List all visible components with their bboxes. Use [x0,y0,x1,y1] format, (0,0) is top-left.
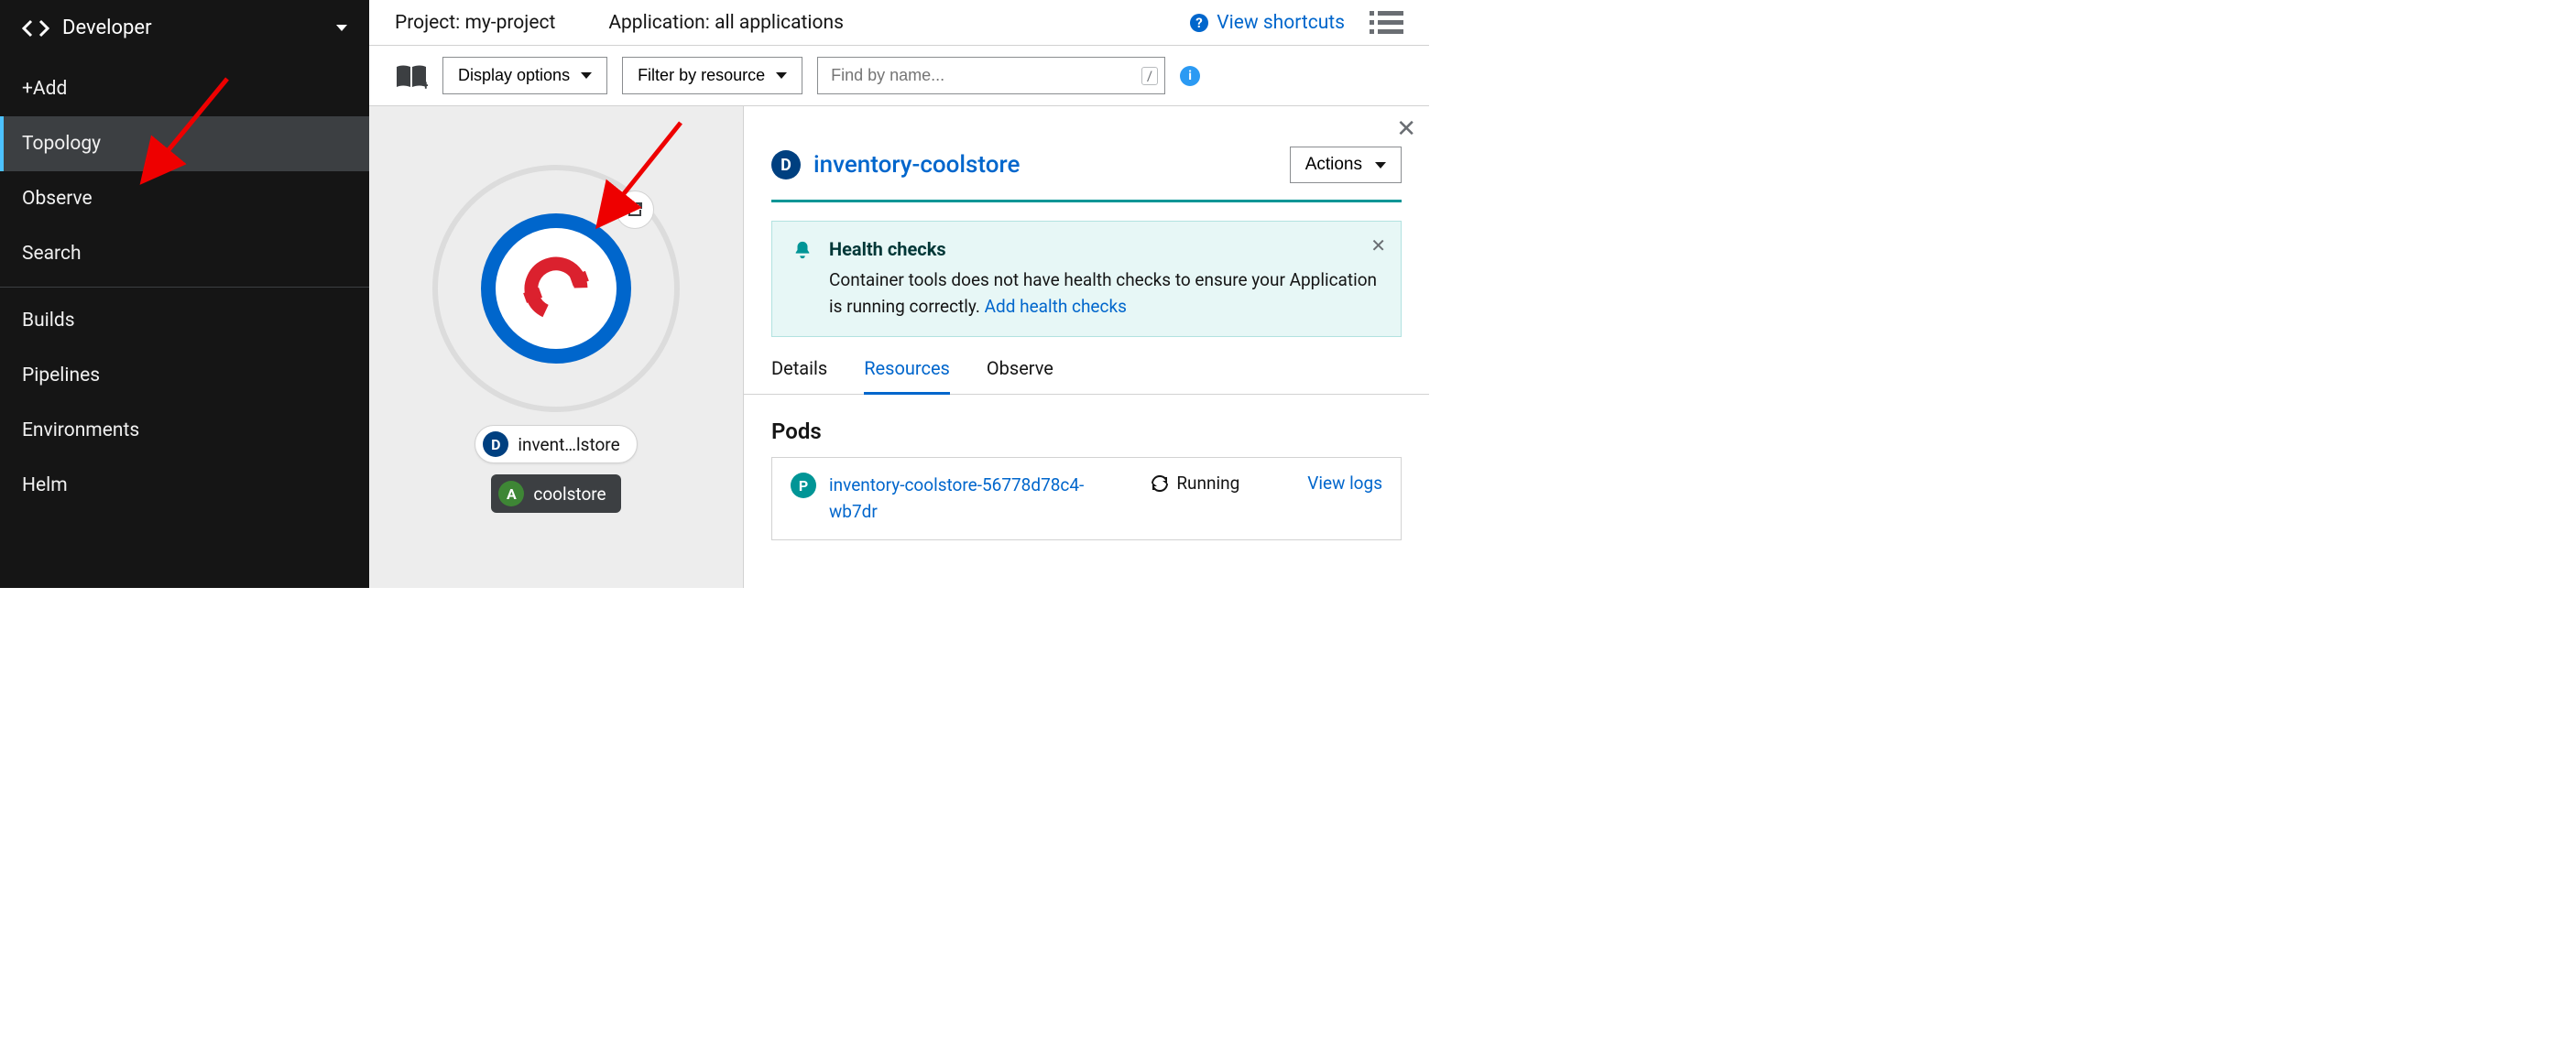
topology-toolbar: + Display options Filter by resource / i [369,46,1429,106]
health-check-alert: Health checks Container tools does not h… [771,221,1402,337]
alert-body: Container tools does not have health che… [829,267,1381,320]
deployment-pod-ring[interactable] [481,213,631,364]
filter-resource-dropdown[interactable]: Filter by resource [622,57,802,94]
topology-node: D invent…lstore A coolstore [432,165,680,513]
project-label: Project: my-project [395,12,555,34]
chevron-down-icon [853,19,864,26]
search-input[interactable] [817,57,1165,94]
display-options-label: Display options [458,66,570,85]
status-rule [771,200,1402,202]
resource-title-link[interactable]: inventory-coolstore [813,151,1277,179]
close-panel-button[interactable]: ✕ [1396,106,1429,143]
application-name: coolstore [533,484,606,505]
pod-row: P inventory-coolstore-56778d78c4-wb7dr R… [771,457,1402,540]
chevron-down-icon [1375,162,1386,169]
filter-label: Filter by resource [638,66,765,85]
deployment-badge: D [483,431,508,457]
sidebar-item-search[interactable]: Search [0,226,369,281]
sidebar-nav: +Add Topology Observe Search Builds Pipe… [0,56,369,513]
open-url-decorator[interactable] [616,190,654,229]
application-badge: A [498,481,524,506]
pod-status: Running [1151,473,1239,494]
application-selector[interactable]: Application: all applications [608,12,864,34]
view-logs-link[interactable]: View logs [1307,473,1382,494]
tab-details[interactable]: Details [771,357,827,394]
sidebar: Developer +Add Topology Observe Search B… [0,0,369,588]
sidebar-item-builds[interactable]: Builds [0,293,369,348]
bell-icon [792,240,813,320]
resource-badge: D [771,150,801,179]
sidebar-item-topology[interactable]: Topology [0,116,369,171]
chevron-down-icon [336,25,347,31]
tab-observe[interactable]: Observe [987,357,1053,394]
workspace: D invent…lstore A coolstore [369,106,1429,588]
sidebar-item-helm[interactable]: Helm [0,458,369,513]
alert-title: Health checks [829,238,1381,260]
panel-header: D inventory-coolstore Actions [744,143,1429,200]
chevron-down-icon [776,72,787,79]
shortcut-badge: / [1141,67,1158,85]
pod-status-text: Running [1176,473,1239,494]
deployment-label[interactable]: D invent…lstore [475,425,637,463]
list-view-toggle[interactable] [1378,11,1403,34]
add-health-checks-link[interactable]: Add health checks [985,296,1127,317]
actions-label: Actions [1305,155,1362,175]
sidebar-item-observe[interactable]: Observe [0,171,369,226]
project-selector[interactable]: Project: my-project [395,12,575,34]
chevron-down-icon [564,19,575,26]
nav-separator [0,287,369,288]
svg-text:+: + [422,79,428,89]
pods-heading: Pods [744,395,1429,457]
info-icon[interactable]: i [1180,66,1200,86]
side-panel: ✕ D inventory-coolstore Actions Health [743,106,1429,588]
find-by-name: / [817,57,1165,94]
perspective-label: Developer [62,16,323,39]
sync-icon [1151,474,1169,493]
tab-resources[interactable]: Resources [864,357,950,395]
sidebar-item-environments[interactable]: Environments [0,403,369,458]
developer-icon [22,18,49,38]
display-options-dropdown[interactable]: Display options [442,57,607,94]
sidebar-item-pipelines[interactable]: Pipelines [0,348,369,403]
panel-tabs: Details Resources Observe [744,337,1429,395]
deployment-name: invent…lstore [518,434,619,455]
alert-close-button[interactable]: ✕ [1370,234,1386,256]
help-icon: ? [1189,13,1209,33]
openshift-icon [518,251,594,326]
context-bar: Project: my-project Application: all app… [369,0,1429,46]
svg-text:?: ? [1196,15,1203,31]
alert-content: Health checks Container tools does not h… [829,238,1381,320]
chevron-down-icon [581,72,592,79]
application-label: Application: all applications [608,12,844,34]
application-group-label[interactable]: A coolstore [491,474,620,513]
topology-canvas[interactable]: D invent…lstore A coolstore [369,106,743,588]
external-link-icon [626,201,644,219]
perspective-switcher[interactable]: Developer [0,0,369,56]
app-group-ring[interactable] [432,165,680,412]
main-area: Project: my-project Application: all app… [369,0,1429,588]
view-shortcuts-link[interactable]: ? View shortcuts [1189,12,1345,34]
catalog-icon[interactable]: + [395,63,428,89]
actions-dropdown[interactable]: Actions [1290,147,1402,183]
sidebar-item-add[interactable]: +Add [0,61,369,116]
pod-name-link[interactable]: inventory-coolstore-56778d78c4-wb7dr [829,473,1104,525]
pod-badge: P [791,473,816,498]
shortcuts-label: View shortcuts [1217,12,1345,34]
